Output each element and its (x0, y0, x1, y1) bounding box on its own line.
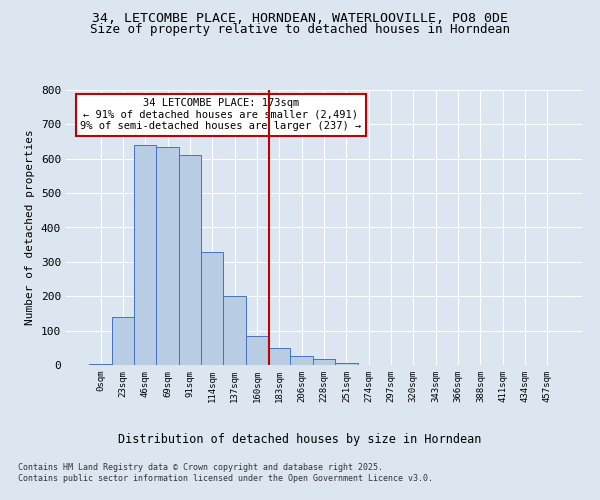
Bar (335, 364, 358, 365)
Bar (201, 252, 223, 365)
Bar (268, 348, 290, 365)
Bar (89, 364, 112, 365)
Bar (157, 146, 179, 365)
Bar (313, 359, 335, 365)
Bar (179, 156, 201, 365)
Text: 34 LETCOMBE PLACE: 173sqm
← 91% of detached houses are smaller (2,491)
9% of sem: 34 LETCOMBE PLACE: 173sqm ← 91% of detac… (80, 98, 361, 132)
Bar (223, 296, 246, 365)
Text: 34, LETCOMBE PLACE, HORNDEAN, WATERLOOVILLE, PO8 0DE: 34, LETCOMBE PLACE, HORNDEAN, WATERLOOVI… (92, 12, 508, 26)
Text: Size of property relative to detached houses in Horndean: Size of property relative to detached ho… (90, 24, 510, 36)
Text: Distribution of detached houses by size in Horndean: Distribution of detached houses by size … (118, 432, 482, 446)
Bar (112, 317, 134, 365)
Bar (290, 356, 313, 365)
Text: Contains HM Land Registry data © Crown copyright and database right 2025.: Contains HM Land Registry data © Crown c… (18, 462, 383, 471)
Text: Contains public sector information licensed under the Open Government Licence v3: Contains public sector information licen… (18, 474, 433, 483)
Bar (246, 336, 268, 365)
Y-axis label: Number of detached properties: Number of detached properties (25, 130, 35, 326)
Bar (134, 145, 157, 365)
